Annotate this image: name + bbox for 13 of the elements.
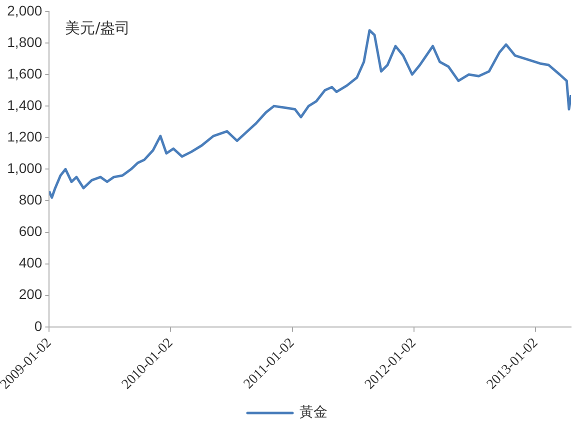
y-tick-label: 1,000 (7, 160, 42, 176)
y-tick-label: 400 (18, 254, 42, 271)
legend-label: 黃金 (300, 404, 328, 421)
y-axis-title: 美元/盎司 (65, 18, 130, 37)
y-tick-label: 1,800 (7, 34, 42, 50)
y-tick-label: 600 (18, 223, 42, 240)
y-tick-label: 2,000 (7, 2, 42, 18)
y-tick-label: 0 (34, 318, 42, 334)
y-tick-label: 1,400 (7, 96, 42, 113)
y-tick-label: 1,200 (7, 128, 42, 144)
y-tick-label: 1,600 (7, 65, 42, 82)
y-tick-label: 200 (18, 286, 42, 302)
y-tick-label: 800 (18, 192, 42, 208)
